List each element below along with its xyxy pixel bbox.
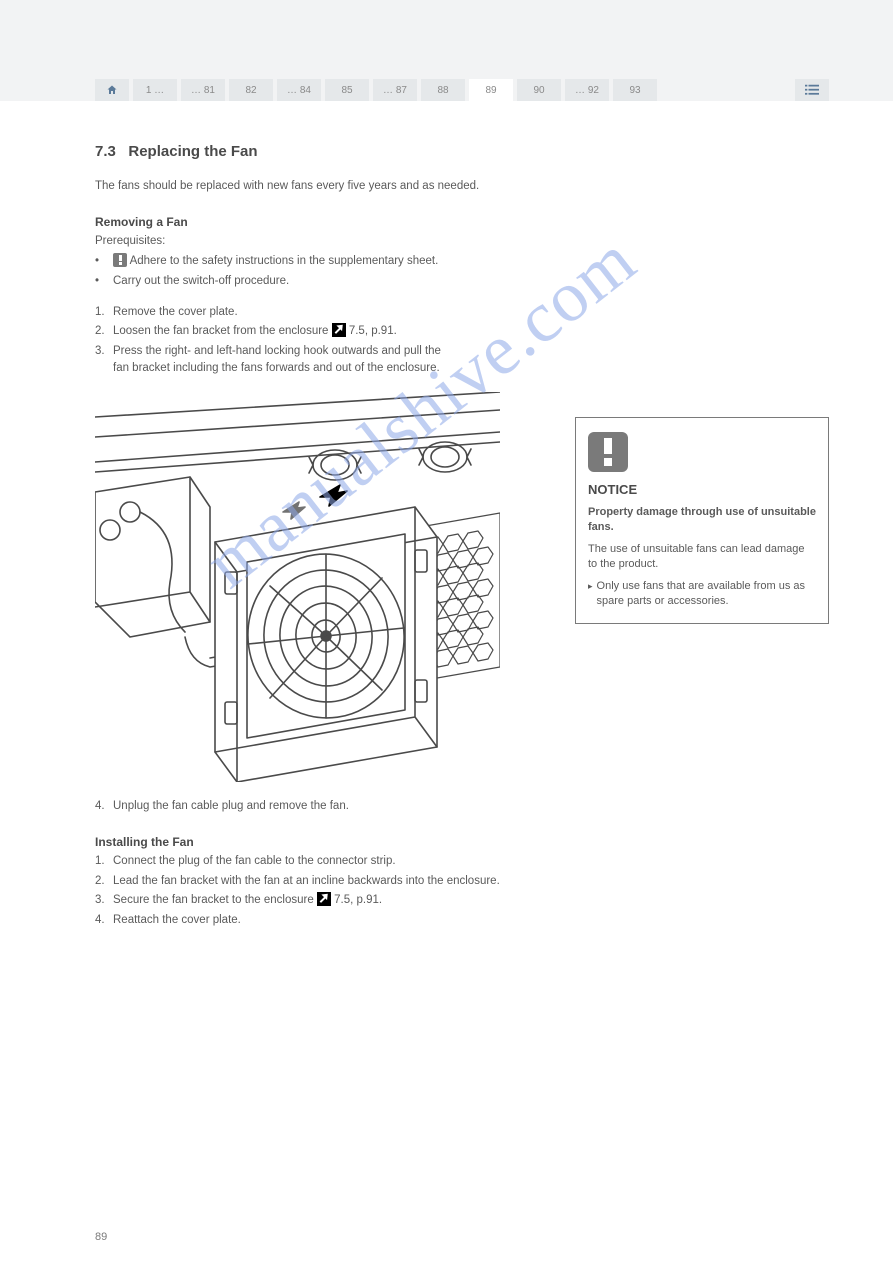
nav-page-10[interactable]: 93 bbox=[613, 79, 657, 101]
page-number: 89 bbox=[95, 1231, 107, 1243]
page-body: 7.3 Replacing the Fan The fans should be… bbox=[0, 101, 893, 1263]
fan-diagram-svg bbox=[95, 392, 500, 782]
step-item: 4.Unplug the fan cable plug and remove t… bbox=[95, 798, 829, 815]
xref-icon bbox=[317, 892, 331, 906]
installing-steps: 1.Connect the plug of the fan cable to t… bbox=[95, 853, 829, 929]
list-icon bbox=[805, 84, 819, 96]
removing-steps: 1.Remove the cover plate. 2.Loosen the f… bbox=[95, 304, 829, 377]
prereq-item: •Carry out the switch-off procedure. bbox=[95, 273, 829, 290]
section-number: 7.3 bbox=[95, 143, 116, 160]
notice-icon bbox=[588, 432, 628, 472]
warning-icon bbox=[113, 253, 127, 267]
nav-page-1[interactable]: … 81 bbox=[181, 79, 225, 101]
nav-page-8[interactable]: 90 bbox=[517, 79, 561, 101]
step-item: 4.Reattach the cover plate. bbox=[95, 912, 829, 929]
nav-page-4[interactable]: 85 bbox=[325, 79, 369, 101]
section-heading: 7.3 Replacing the Fan bbox=[95, 143, 829, 160]
prereq-label: Prerequisites: bbox=[95, 233, 829, 250]
notice-lead: Property damage through use of unsuitabl… bbox=[588, 505, 816, 536]
prereq-item: • Adhere to the safety instructions in t… bbox=[95, 253, 829, 270]
step-item: 2.Lead the fan bracket with the fan at a… bbox=[95, 873, 829, 890]
nav-toc[interactable] bbox=[795, 79, 829, 101]
installing-heading: Installing the Fan bbox=[95, 835, 829, 849]
step-item: 3.Press the right- and left-hand locking… bbox=[95, 343, 455, 376]
nav-page-7[interactable]: 89 bbox=[469, 79, 513, 101]
step-item: 2.Loosen the fan bracket from the enclos… bbox=[95, 323, 829, 340]
section-title-text: Replacing the Fan bbox=[128, 143, 257, 160]
step-item: 1.Remove the cover plate. bbox=[95, 304, 829, 321]
notice-title: NOTICE bbox=[588, 482, 816, 497]
notice-bullets: Only use fans that are available from us… bbox=[588, 579, 816, 610]
nav-home[interactable] bbox=[95, 79, 129, 101]
nav-page-6[interactable]: 88 bbox=[421, 79, 465, 101]
home-icon bbox=[106, 84, 118, 96]
step-item: 3.Secure the fan bracket to the enclosur… bbox=[95, 892, 829, 909]
xref-icon bbox=[332, 323, 346, 337]
notice-bullet: Only use fans that are available from us… bbox=[588, 579, 816, 610]
step-item: 1.Connect the plug of the fan cable to t… bbox=[95, 853, 829, 870]
nav-page-0[interactable]: 1 … bbox=[133, 79, 177, 101]
intro-text: The fans should be replaced with new fan… bbox=[95, 178, 829, 195]
nav-page-3[interactable]: … 84 bbox=[277, 79, 321, 101]
nav-page-9[interactable]: … 92 bbox=[565, 79, 609, 101]
nav-page-5[interactable]: … 87 bbox=[373, 79, 417, 101]
removing-heading: Removing a Fan bbox=[95, 215, 829, 229]
prereq-list: • Adhere to the safety instructions in t… bbox=[95, 253, 829, 289]
notice-body: The use of unsuitable fans can lead dama… bbox=[588, 542, 816, 573]
page-nav: 1 … … 81 82 … 84 85 … 87 88 89 90 … 92 9… bbox=[95, 78, 829, 102]
fan-diagram bbox=[95, 392, 500, 782]
nav-page-2[interactable]: 82 bbox=[229, 79, 273, 101]
notice-box: NOTICE Property damage through use of un… bbox=[575, 417, 829, 624]
removing-steps-cont: 4.Unplug the fan cable plug and remove t… bbox=[95, 798, 829, 815]
